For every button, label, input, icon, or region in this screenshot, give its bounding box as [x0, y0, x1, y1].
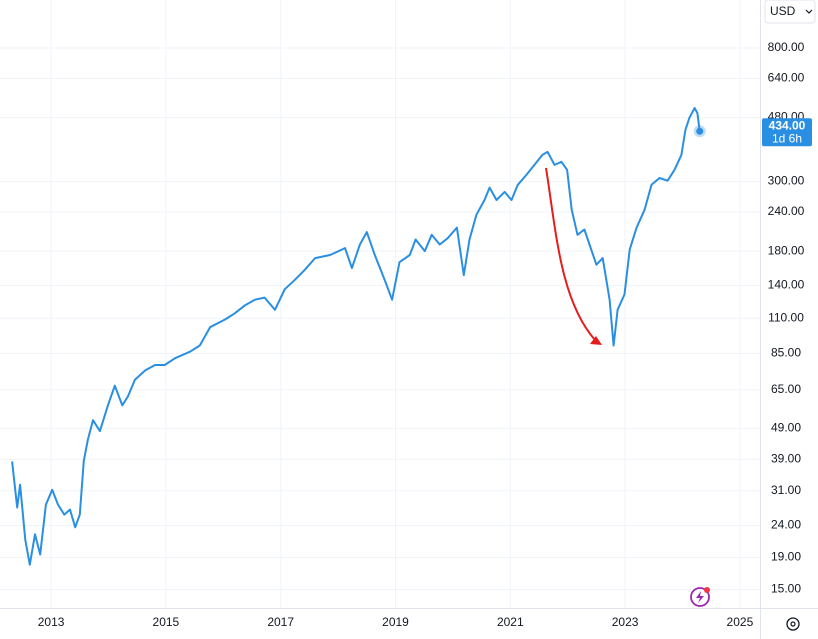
currency-label[interactable]: USD [770, 4, 796, 18]
x-tick-label: 2021 [497, 615, 524, 629]
y-tick-label: 39.00 [771, 452, 801, 466]
y-tick-label: 140.00 [768, 278, 805, 292]
price-badge [762, 118, 812, 147]
arrow-head [590, 336, 602, 345]
price-line [11, 107, 701, 566]
y-tick-label: 85.00 [771, 345, 801, 359]
y-tick-label: 31.00 [771, 483, 801, 497]
price-badge-countdown: 1d 6h [772, 131, 802, 145]
price-badge-label: 434.00 [769, 118, 806, 132]
y-tick-label: 49.00 [771, 421, 801, 435]
y-tick-label: 300.00 [768, 174, 805, 188]
y-tick-label: 110.00 [768, 310, 804, 324]
settings-icon-center [790, 621, 796, 627]
icon-ring [690, 587, 710, 607]
y-tick-label: 24.00 [771, 518, 801, 532]
icon-dot [704, 587, 710, 593]
y-tick-label: 800.00 [768, 40, 805, 54]
settings-icon[interactable] [786, 617, 800, 631]
currency-button[interactable] [764, 0, 816, 24]
settings-button[interactable] [786, 617, 800, 631]
y-tick-label: 240.00 [768, 204, 805, 218]
x-tick-label: 2023 [612, 615, 639, 629]
y-tick-label: 65.00 [771, 382, 801, 396]
grid [0, 0, 760, 608]
x-tick-label: 2015 [153, 615, 180, 629]
x-tick-label: 2019 [382, 615, 409, 629]
lightning-icon[interactable] [690, 587, 710, 607]
y-tick-label: 180.00 [768, 243, 805, 257]
x-tick-label: 2013 [38, 615, 65, 629]
dropdown-caret [805, 9, 813, 14]
y-tick-label: 19.00 [771, 550, 801, 564]
currency-selector[interactable]: USD [764, 0, 816, 24]
last-point [696, 127, 704, 135]
icon-bolt [696, 591, 704, 603]
y-tick-label: 15.00 [771, 582, 801, 596]
y-tick-label: 640.00 [768, 71, 805, 85]
annotation-arrow [545, 167, 596, 341]
plot-area [11, 107, 706, 566]
axes: 15.00 19.00 24.00 31.00 39.00 49.00 65.00 85.00… [38, 40, 812, 629]
x-tick-label: 2025 [727, 615, 754, 629]
x-tick-label: 2017 [267, 615, 294, 629]
